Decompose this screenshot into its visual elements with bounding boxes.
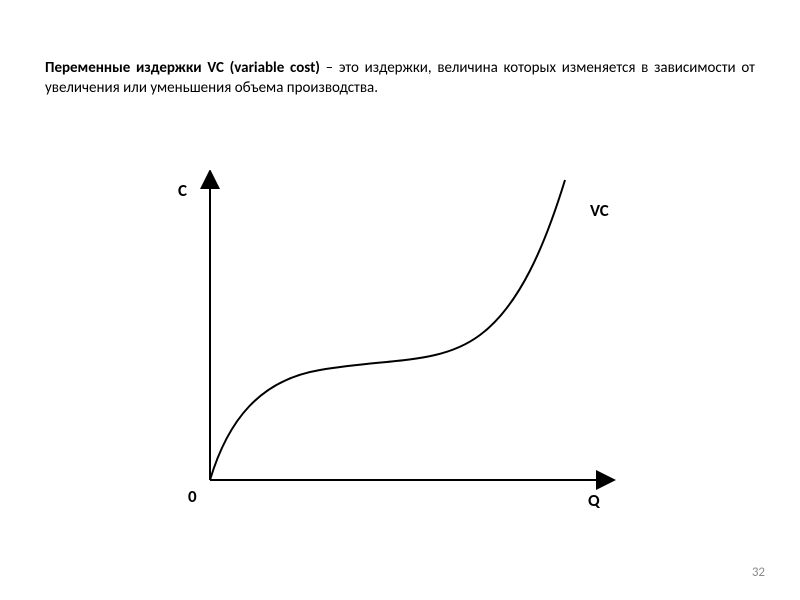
vc-curve (210, 180, 565, 480)
x-axis-label: Q (588, 490, 600, 511)
vc-curve-label: VC (590, 200, 609, 221)
vc-chart: C Q 0 VC (150, 170, 650, 530)
origin-label: 0 (188, 486, 197, 507)
chart-svg (150, 170, 650, 530)
slide-page: Переменные издержки VC (variable cost) –… (0, 0, 800, 600)
y-axis-label: C (178, 180, 187, 201)
definition-bold: Переменные издержки VC (variable cost) (45, 59, 320, 77)
definition-text: Переменные издержки VC (variable cost) –… (45, 58, 755, 99)
page-number: 32 (752, 565, 765, 580)
